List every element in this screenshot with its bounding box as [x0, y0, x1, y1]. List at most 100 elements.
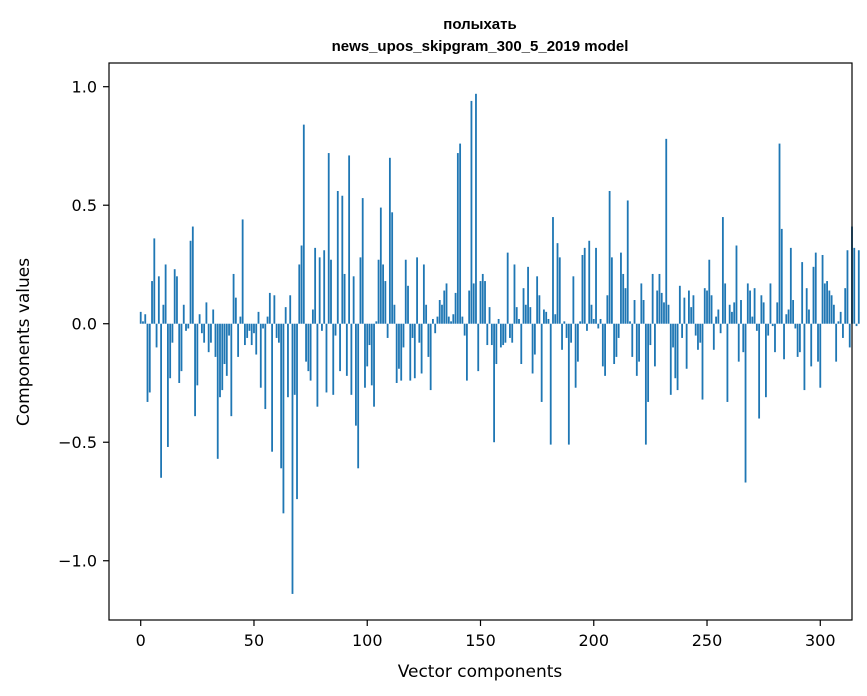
- bar: [436, 316, 439, 324]
- bar: [409, 323, 412, 381]
- bar: [336, 190, 339, 324]
- bar: [789, 247, 792, 324]
- bar: [237, 323, 240, 357]
- bar: [257, 311, 260, 324]
- bar: [731, 311, 733, 324]
- bar: [407, 285, 409, 324]
- bar: [814, 252, 817, 324]
- bar: [323, 250, 326, 324]
- x-tick-label: 250: [692, 631, 723, 650]
- bar: [665, 138, 668, 324]
- bar: [837, 321, 840, 324]
- bar: [511, 323, 514, 343]
- bar: [253, 323, 255, 334]
- bar: [200, 323, 203, 334]
- bar: [742, 323, 745, 353]
- bar: [538, 295, 541, 324]
- bar: [640, 283, 643, 324]
- bar: [547, 318, 550, 324]
- bar: [685, 323, 688, 369]
- bar: [633, 300, 636, 324]
- bar: [191, 226, 194, 324]
- bar: [187, 323, 190, 329]
- bar: [581, 254, 584, 324]
- bar: [658, 273, 661, 324]
- bar: [615, 323, 618, 357]
- bar: [400, 323, 403, 381]
- bar: [418, 323, 421, 343]
- bar: [203, 323, 206, 343]
- bars-group: [139, 93, 860, 594]
- bar: [166, 323, 169, 447]
- bar: [375, 321, 378, 324]
- bar: [502, 323, 505, 346]
- bar: [620, 252, 622, 324]
- x-axis-ticks: 0 50 100 150 200 250 300: [136, 620, 836, 650]
- bar: [355, 323, 357, 426]
- bar: [719, 323, 722, 334]
- bar: [721, 217, 724, 324]
- bar: [266, 316, 269, 324]
- bar: [565, 323, 568, 338]
- bar: [402, 323, 405, 348]
- bar: [629, 321, 631, 324]
- bar: [463, 323, 466, 336]
- bar: [350, 323, 353, 395]
- x-tick-label: 100: [352, 631, 383, 650]
- bar: [248, 323, 251, 331]
- bar: [690, 307, 693, 324]
- bar: [228, 323, 230, 336]
- bar: [239, 316, 242, 324]
- bar: [504, 323, 507, 343]
- bar: [246, 323, 249, 338]
- bar: [296, 323, 298, 500]
- bar: [293, 323, 296, 395]
- bar: [857, 250, 860, 324]
- bar: [484, 281, 486, 324]
- bar: [386, 323, 389, 338]
- bar: [205, 302, 208, 324]
- bar: [343, 273, 346, 324]
- bar: [749, 290, 751, 324]
- bar: [794, 323, 797, 329]
- bar: [155, 323, 158, 348]
- bar: [642, 300, 645, 324]
- bar: [198, 314, 201, 324]
- bar: [835, 323, 838, 362]
- bar: [592, 318, 595, 324]
- bar: [368, 323, 371, 346]
- bar: [171, 323, 174, 343]
- bar: [307, 323, 310, 372]
- bar: [151, 281, 153, 324]
- bar: [762, 302, 765, 324]
- bar: [558, 257, 561, 324]
- bar: [468, 290, 471, 324]
- bar: [644, 323, 647, 445]
- bar: [425, 304, 428, 324]
- bar: [443, 290, 446, 324]
- bar: [499, 323, 502, 348]
- bar: [291, 323, 294, 594]
- bar: [572, 276, 575, 324]
- bar: [543, 309, 545, 324]
- bar: [189, 240, 192, 324]
- bar: [545, 311, 548, 324]
- bar: [663, 302, 665, 324]
- bar: [146, 323, 149, 402]
- bar: [667, 304, 670, 324]
- bar: [563, 321, 566, 324]
- bar: [529, 307, 532, 324]
- bar: [552, 217, 554, 324]
- bar: [626, 200, 629, 324]
- bar: [459, 143, 462, 324]
- bar: [613, 323, 616, 365]
- bar: [357, 323, 360, 469]
- bar: [223, 323, 226, 365]
- bar: [798, 323, 801, 353]
- bar: [726, 323, 729, 402]
- bar: [715, 316, 717, 324]
- bar: [164, 264, 167, 324]
- bar: [493, 323, 495, 443]
- bar: [681, 323, 684, 338]
- bar: [522, 288, 525, 324]
